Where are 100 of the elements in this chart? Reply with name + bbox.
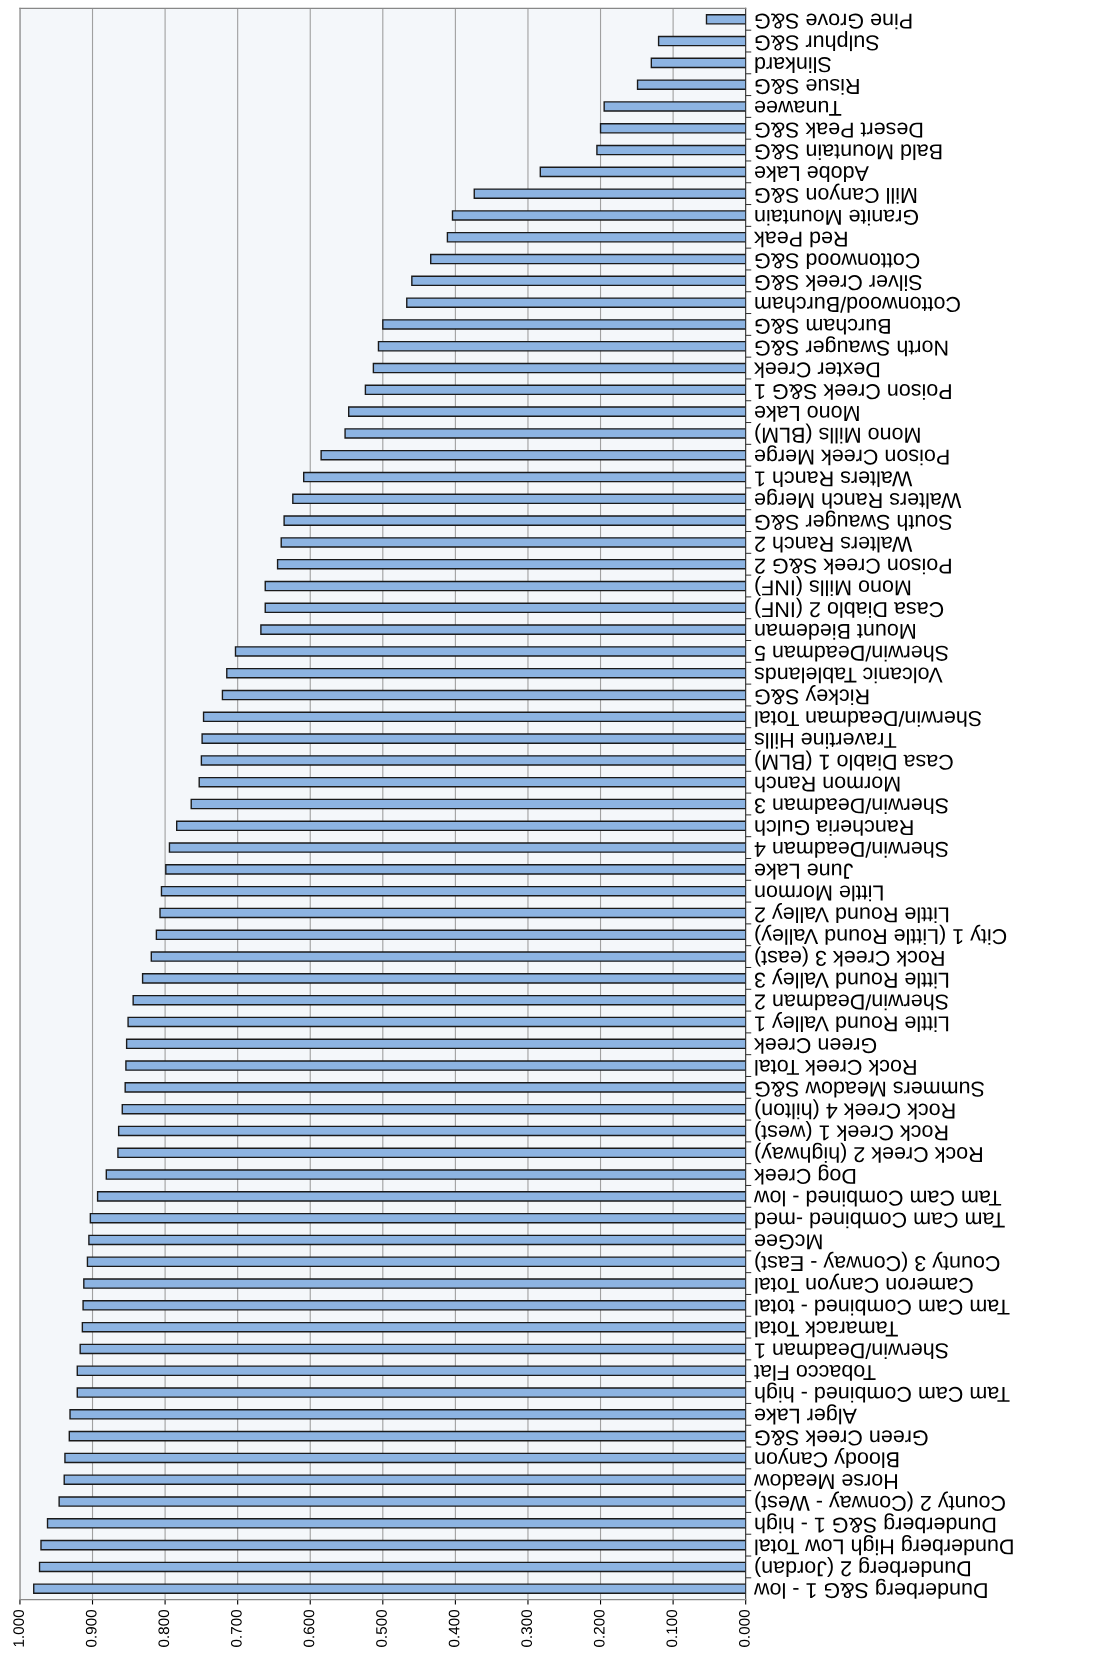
bar [96,1191,746,1202]
bar [364,384,746,396]
bar [406,297,746,308]
y-tick-label: Walters Ranch 1 [755,471,913,488]
y-tick-label: Burcham S&G [755,318,890,335]
bar [636,79,746,90]
y-tick-label: Risue S&G [755,78,859,95]
y-tick-label: Green Creek S&G [755,1430,928,1447]
bar [82,1300,746,1311]
bar [132,994,746,1006]
bar [264,580,746,592]
bar [124,1082,746,1093]
y-tick-label: Tam Cam Combined -med [755,1212,1005,1229]
y-tick-label: Mormon Ranch [755,776,900,793]
bar [46,1518,746,1529]
y-tick-label: Dexter Creek [753,362,880,379]
y-tick-label: Sherwin/Deadman 3 [754,798,949,815]
bar [190,798,746,810]
bar [159,907,746,919]
y-tick-label: Cottonwood/Burcham [755,296,960,313]
y-tick-label: Green Creek [753,1038,877,1054]
bar [83,1278,746,1289]
bar [473,188,746,199]
y-tick-label: Bloody Canyon [755,1447,899,1468]
y-tick-label: Dunderberg High Low Total [755,1535,1013,1556]
x-tick-label: 1.000 [13,1609,25,1647]
y-tick-label: County 2 (Conway - West) [755,1491,1005,1512]
y-tick-label: Tunawee [754,100,842,116]
bar [539,166,746,178]
y-tick-label: Tamarack Total [755,1321,898,1338]
bar [69,1409,746,1420]
x-tick-label: 0.300 [521,1609,533,1647]
bar [165,864,746,875]
y-tick-label: Sherwin/Deadman 5 [754,645,949,662]
bar [38,1561,746,1573]
y-tick-label: Cottonwood S&G [755,253,920,270]
x-tick-label: 0.500 [376,1609,387,1647]
x-tick-label: 0.100 [666,1609,678,1647]
bar [283,515,746,526]
y-tick-label: Alger Lake [754,1404,857,1425]
x-tick-label: 0.600 [303,1609,315,1647]
y-tick-label: Dunderberg S&G 1 - low [753,1578,987,1599]
y-tick-label: Casa Diablo 2 (INF) [755,597,944,618]
bar [76,1387,746,1398]
x-tick-label: 0.800 [158,1609,170,1647]
y-tick-label: Walters Ranch 2 [755,536,913,553]
y-tick-label: Poison Creek S&G 2 [755,558,951,575]
y-tick-label: Dog Creek [753,1164,856,1185]
bar [303,471,746,483]
bar [198,776,746,788]
y-tick-label: Mono Mills (INF) [755,576,911,597]
bar [382,319,746,330]
bar [201,733,746,744]
bar [86,1256,746,1268]
y-tick-label: Cameron Canyon Total [755,1273,973,1294]
y-tick-label: Walters Ranch Merge [754,488,962,509]
x-tick-label: 0.000 [738,1609,750,1647]
bar [221,689,746,701]
bar [121,1103,746,1115]
y-tick-label: Tobacco Flat [754,1364,876,1381]
y-tick-label: Rock Creek 3 (east) [755,946,944,967]
bar [58,1496,746,1507]
y-tick-label: Sulphur S&G [755,31,879,52]
bar [657,35,746,47]
x-tick-label: 0.700 [230,1609,242,1647]
bar [88,1234,746,1246]
y-tick-label: Summers Meadow S&G [755,1081,984,1098]
y-tick-label: Little Mormon [755,885,883,902]
bar [76,1365,746,1377]
bar [105,1169,746,1180]
bar [125,1060,746,1071]
bar [155,929,746,941]
y-tick-label: Rancheria Gulch [755,820,913,836]
bar [280,537,746,548]
y-tick-label: Tam Cam Combined - total [755,1299,1010,1316]
y-tick-label: June Lake [754,863,854,880]
y-tick-label: Poison Creek Merge [754,445,949,466]
bar [411,275,746,287]
y-tick-label: Silver Creek S&G [755,275,922,291]
bar [168,842,746,853]
y-tick-label: County 3 (Conway - East) [755,1251,1000,1272]
y-tick-label: Casa Diablo 1 (BLM) [755,750,953,771]
y-tick-label: Rickey S&G [755,684,869,706]
bar [226,667,746,679]
y-tick-label: Dunderberg S&G 1 - high [755,1513,996,1534]
bar [320,449,746,461]
bar [596,144,746,156]
x-tick-label: 0.400 [448,1609,460,1647]
bar [64,1452,746,1464]
bar [446,231,746,243]
y-tick-label: Horse Meadow [753,1473,898,1490]
y-tick-label: Little Round Valley 2 [755,902,949,924]
y-tick-label: Dunderberg 2 (Jordan) [755,1556,971,1577]
bar [377,340,746,352]
y-tick-label: Travertine Hills [754,732,897,749]
bar [200,755,746,766]
y-tick-label: Sherwin/Deadman 1 [755,1343,949,1359]
bar [160,885,746,897]
y-tick-label: Granite Mountain [755,209,919,226]
y-tick-label: Mount Biedeman [755,623,915,640]
